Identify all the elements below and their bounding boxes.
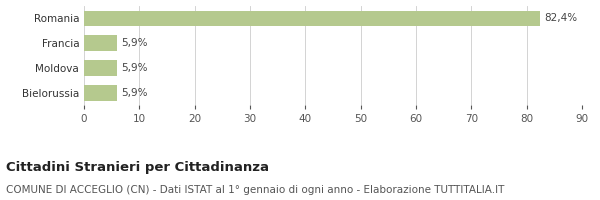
Bar [84, 11, 540, 26]
Text: 82,4%: 82,4% [544, 13, 577, 23]
Bar [84, 35, 116, 51]
Text: Cittadini Stranieri per Cittadinanza: Cittadini Stranieri per Cittadinanza [6, 161, 269, 174]
Text: 5,9%: 5,9% [121, 88, 148, 98]
Text: 5,9%: 5,9% [121, 63, 148, 73]
Text: COMUNE DI ACCEGLIO (CN) - Dati ISTAT al 1° gennaio di ogni anno - Elaborazione T: COMUNE DI ACCEGLIO (CN) - Dati ISTAT al … [6, 185, 505, 195]
Text: 5,9%: 5,9% [121, 38, 148, 48]
Bar [84, 60, 116, 76]
Bar [84, 85, 116, 101]
